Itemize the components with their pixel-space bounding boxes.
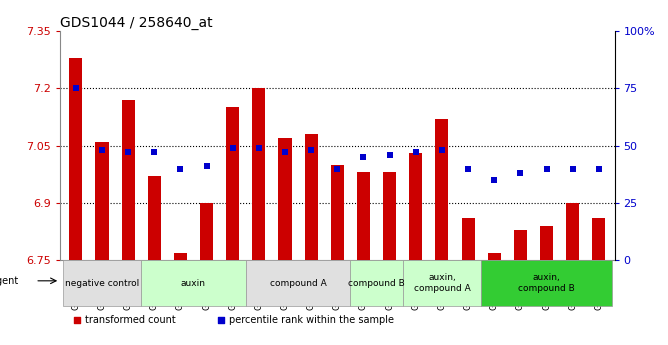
Bar: [514, 230, 527, 260]
Bar: [351, 260, 403, 306]
Bar: [279, 138, 291, 260]
Point: [515, 170, 526, 176]
Bar: [540, 226, 553, 260]
Bar: [383, 172, 396, 260]
Text: GDS1044 / 258640_at: GDS1044 / 258640_at: [60, 16, 212, 30]
Point: [70, 86, 81, 91]
Bar: [436, 119, 448, 260]
Point: [384, 152, 395, 158]
Point: [306, 147, 317, 153]
Bar: [357, 172, 370, 260]
Bar: [141, 260, 246, 306]
Point: [254, 145, 265, 151]
Point: [410, 150, 421, 155]
Point: [227, 145, 238, 151]
Text: auxin,
compound A: auxin, compound A: [413, 273, 470, 293]
Point: [149, 150, 160, 155]
Bar: [331, 165, 344, 260]
Point: [437, 147, 448, 153]
Point: [123, 150, 134, 155]
Point: [97, 147, 108, 153]
Bar: [148, 176, 161, 260]
Bar: [122, 100, 135, 260]
Point: [175, 166, 186, 171]
Point: [358, 154, 369, 160]
Point: [483, 159, 494, 165]
Text: percentile rank within the sample: percentile rank within the sample: [229, 315, 394, 325]
Bar: [174, 253, 187, 260]
Point: [280, 150, 291, 155]
Point: [594, 166, 605, 171]
Point: [489, 177, 500, 183]
Text: auxin: auxin: [181, 279, 206, 288]
Point: [567, 166, 578, 171]
Bar: [246, 260, 351, 306]
Bar: [593, 218, 605, 260]
Bar: [566, 203, 579, 260]
Text: compound B: compound B: [348, 279, 405, 288]
Bar: [226, 107, 239, 260]
Bar: [63, 260, 141, 306]
Text: transformed count: transformed count: [85, 315, 176, 325]
Bar: [481, 260, 612, 306]
Bar: [409, 153, 422, 260]
Bar: [488, 253, 501, 260]
Bar: [200, 203, 213, 260]
Bar: [253, 88, 265, 260]
Text: compound A: compound A: [270, 279, 327, 288]
Text: negative control: negative control: [65, 279, 139, 288]
Point: [463, 166, 474, 171]
Bar: [69, 58, 82, 260]
Bar: [462, 218, 475, 260]
Point: [332, 166, 343, 171]
Text: auxin,
compound B: auxin, compound B: [518, 273, 575, 293]
Text: agent: agent: [0, 276, 19, 286]
Point: [201, 164, 212, 169]
Bar: [403, 260, 481, 306]
Bar: [96, 142, 108, 260]
Point: [541, 166, 552, 171]
Bar: [305, 134, 318, 260]
